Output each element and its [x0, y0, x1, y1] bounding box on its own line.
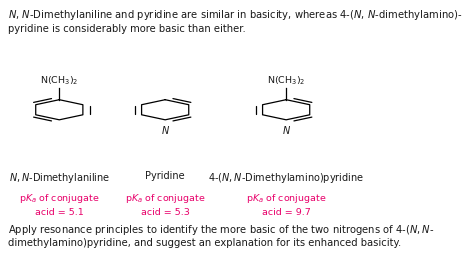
- Text: N: N: [162, 126, 169, 136]
- Text: p$K_a$ of conjugate
acid = 9.7: p$K_a$ of conjugate acid = 9.7: [246, 192, 327, 217]
- Text: Pyridine: Pyridine: [146, 171, 185, 181]
- Text: $N,N$-Dimethylaniline: $N,N$-Dimethylaniline: [9, 171, 110, 185]
- Text: N: N: [283, 126, 290, 136]
- Text: 4-($N,N$-Dimethylamino)pyridine: 4-($N,N$-Dimethylamino)pyridine: [208, 171, 364, 185]
- Text: p$K_a$ of conjugate
acid = 5.1: p$K_a$ of conjugate acid = 5.1: [19, 192, 100, 217]
- Text: $N$, $N$-Dimethylaniline and pyridine are similar in basicity, whereas 4-($N$, $: $N$, $N$-Dimethylaniline and pyridine ar…: [8, 9, 463, 34]
- Text: p$K_a$ of conjugate
acid = 5.3: p$K_a$ of conjugate acid = 5.3: [125, 192, 205, 217]
- Text: Apply resonance principles to identify the more basic of the two nitrogens of 4-: Apply resonance principles to identify t…: [8, 223, 435, 248]
- Text: N(CH$_3$)$_2$: N(CH$_3$)$_2$: [267, 75, 305, 87]
- Text: N(CH$_3$)$_2$: N(CH$_3$)$_2$: [40, 75, 79, 87]
